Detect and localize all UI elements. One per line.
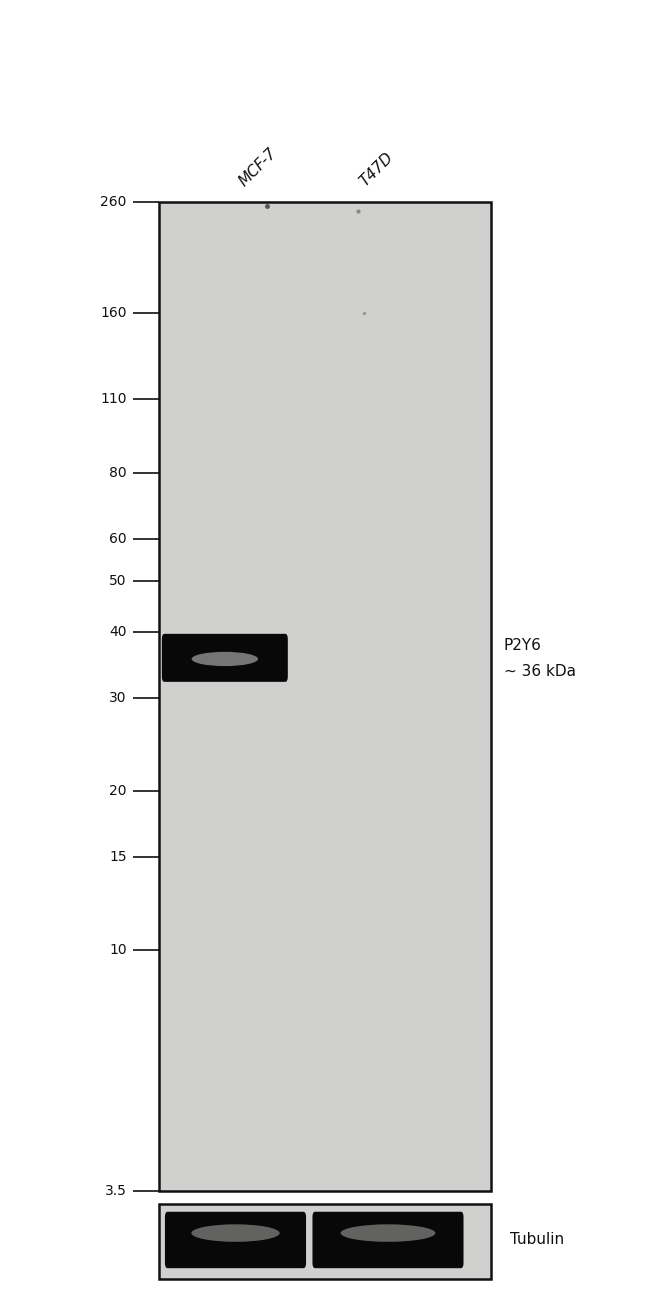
Text: 50: 50 [109, 573, 127, 587]
Text: Tubulin: Tubulin [510, 1233, 564, 1247]
FancyBboxPatch shape [165, 1212, 306, 1268]
Text: 60: 60 [109, 531, 127, 546]
Text: 20: 20 [109, 784, 127, 798]
Text: 110: 110 [100, 392, 127, 406]
Text: 10: 10 [109, 943, 127, 957]
Ellipse shape [191, 1224, 280, 1242]
Bar [159, 202, 491, 1191]
Ellipse shape [192, 652, 258, 667]
Text: 40: 40 [109, 625, 127, 639]
Text: 160: 160 [100, 306, 127, 320]
Text: ~ 36 kDa: ~ 36 kDa [504, 664, 576, 680]
Text: P2Y6: P2Y6 [504, 638, 541, 654]
Ellipse shape [341, 1224, 436, 1242]
Text: 80: 80 [109, 466, 127, 479]
Text: T47D: T47D [357, 150, 396, 189]
Text: MCF-7: MCF-7 [237, 145, 280, 189]
FancyBboxPatch shape [162, 634, 288, 682]
Bar [159, 1204, 491, 1279]
Text: 30: 30 [109, 691, 127, 704]
Text: 3.5: 3.5 [105, 1185, 127, 1198]
Text: 260: 260 [100, 195, 127, 208]
Text: 15: 15 [109, 850, 127, 865]
FancyBboxPatch shape [313, 1212, 463, 1268]
